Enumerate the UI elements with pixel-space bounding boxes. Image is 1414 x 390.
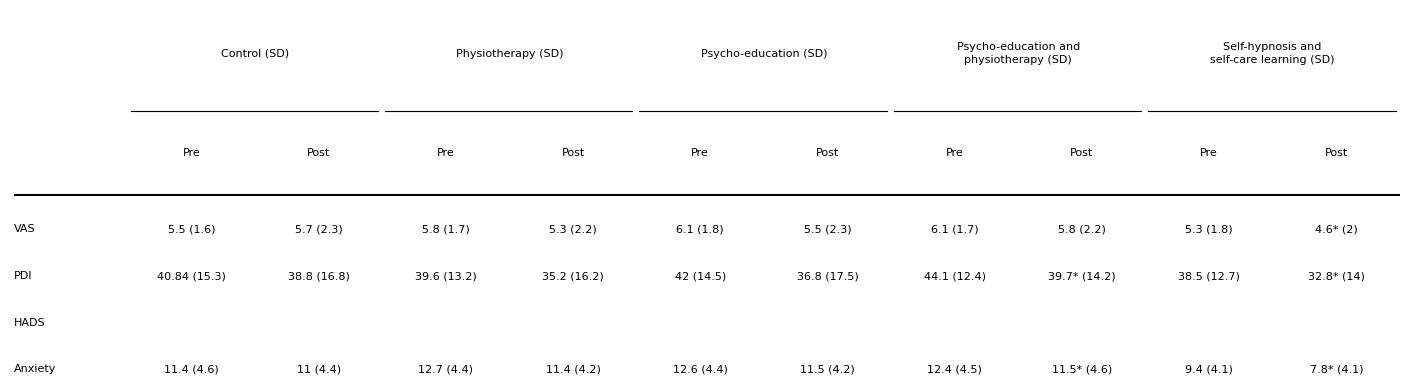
Text: 12.4 (4.5): 12.4 (4.5): [928, 364, 983, 374]
Text: 44.1 (12.4): 44.1 (12.4): [923, 271, 986, 281]
Text: 5.8 (1.7): 5.8 (1.7): [421, 224, 469, 234]
Text: 5.3 (1.8): 5.3 (1.8): [1185, 224, 1233, 234]
Text: 9.4 (4.1): 9.4 (4.1): [1185, 364, 1233, 374]
Text: 38.5 (12.7): 38.5 (12.7): [1178, 271, 1240, 281]
Text: 5.5 (1.6): 5.5 (1.6): [168, 224, 215, 234]
Text: 32.8* (14): 32.8* (14): [1308, 271, 1365, 281]
Text: Post: Post: [816, 148, 839, 158]
Text: Psycho-education and
physiotherapy (SD): Psycho-education and physiotherapy (SD): [957, 42, 1080, 65]
Text: 6.1 (1.7): 6.1 (1.7): [930, 224, 978, 234]
Text: 5.3 (2.2): 5.3 (2.2): [549, 224, 597, 234]
Text: Physiotherapy (SD): Physiotherapy (SD): [455, 49, 563, 58]
Text: 39.6 (13.2): 39.6 (13.2): [414, 271, 477, 281]
Text: 6.1 (1.8): 6.1 (1.8): [676, 224, 724, 234]
Text: 36.8 (17.5): 36.8 (17.5): [796, 271, 858, 281]
Text: Pre: Pre: [946, 148, 963, 158]
Text: HADS: HADS: [14, 317, 45, 328]
Text: 11.4 (4.6): 11.4 (4.6): [164, 364, 219, 374]
Text: 12.7 (4.4): 12.7 (4.4): [419, 364, 474, 374]
Text: Post: Post: [1070, 148, 1093, 158]
Text: 11.5 (4.2): 11.5 (4.2): [800, 364, 855, 374]
Text: 7.8* (4.1): 7.8* (4.1): [1309, 364, 1363, 374]
Text: 38.8 (16.8): 38.8 (16.8): [287, 271, 349, 281]
Text: Psycho-education (SD): Psycho-education (SD): [700, 49, 827, 58]
Text: Post: Post: [561, 148, 584, 158]
Text: 40.84 (15.3): 40.84 (15.3): [157, 271, 226, 281]
Text: Pre: Pre: [691, 148, 708, 158]
Text: VAS: VAS: [14, 224, 35, 234]
Text: 35.2 (16.2): 35.2 (16.2): [542, 271, 604, 281]
Text: Control (SD): Control (SD): [221, 49, 288, 58]
Text: Pre: Pre: [437, 148, 455, 158]
Text: Post: Post: [307, 148, 331, 158]
Text: 42 (14.5): 42 (14.5): [674, 271, 725, 281]
Text: 11 (4.4): 11 (4.4): [297, 364, 341, 374]
Text: 11.4 (4.2): 11.4 (4.2): [546, 364, 601, 374]
Text: 5.7 (2.3): 5.7 (2.3): [294, 224, 342, 234]
Text: 5.5 (2.3): 5.5 (2.3): [803, 224, 851, 234]
Text: 12.6 (4.4): 12.6 (4.4): [673, 364, 728, 374]
Text: 11.5* (4.6): 11.5* (4.6): [1052, 364, 1111, 374]
Text: 39.7* (14.2): 39.7* (14.2): [1048, 271, 1116, 281]
Text: 4.6* (2): 4.6* (2): [1315, 224, 1357, 234]
Text: Post: Post: [1325, 148, 1348, 158]
Text: Pre: Pre: [1200, 148, 1217, 158]
Text: 5.8 (2.2): 5.8 (2.2): [1058, 224, 1106, 234]
Text: PDI: PDI: [14, 271, 33, 281]
Text: Anxiety: Anxiety: [14, 364, 57, 374]
Text: Self-hypnosis and
self-care learning (SD): Self-hypnosis and self-care learning (SD…: [1210, 42, 1335, 65]
Text: Pre: Pre: [182, 148, 201, 158]
